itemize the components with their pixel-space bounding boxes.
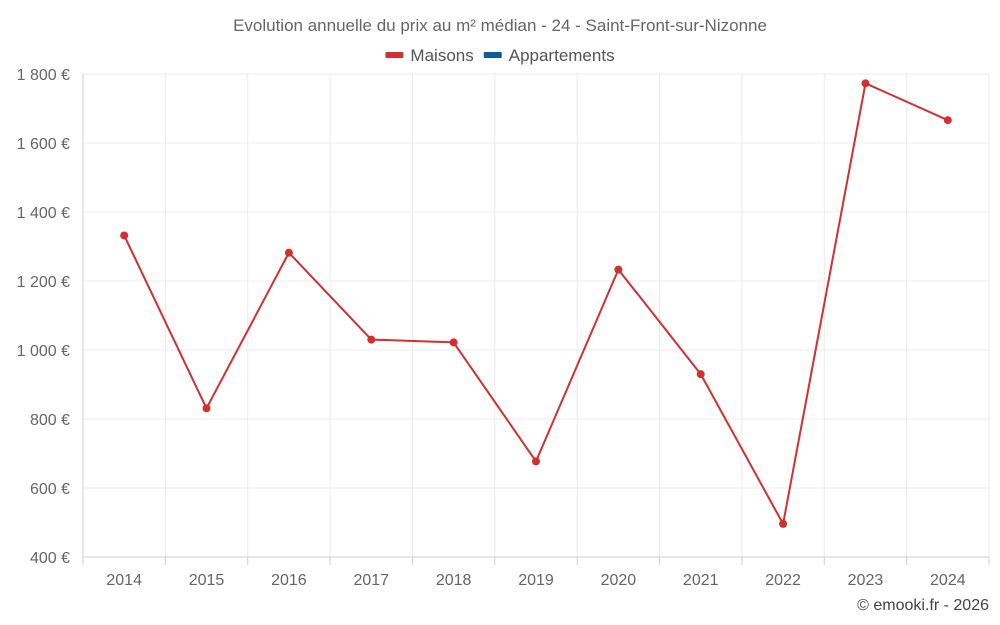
data-point[interactable] bbox=[202, 404, 211, 413]
legend-swatch bbox=[483, 52, 502, 58]
data-point[interactable] bbox=[367, 335, 376, 344]
data-point[interactable] bbox=[943, 116, 952, 125]
y-tick-label: 400 € bbox=[30, 550, 70, 567]
chart-title: Evolution annuelle du prix au m² médian … bbox=[233, 16, 767, 35]
x-tick-label: 2021 bbox=[683, 572, 719, 589]
x-tick-label: 2019 bbox=[518, 572, 554, 589]
data-point[interactable] bbox=[861, 79, 870, 88]
y-tick-label: 1 000 € bbox=[17, 343, 70, 360]
y-tick-label: 1 800 € bbox=[17, 67, 70, 84]
x-tick-label: 2015 bbox=[189, 572, 225, 589]
chart-series bbox=[120, 79, 952, 528]
data-point[interactable] bbox=[614, 265, 623, 274]
x-tick-label: 2020 bbox=[601, 572, 637, 589]
x-tick-label: 2024 bbox=[930, 572, 966, 589]
legend-item[interactable]: Maisons bbox=[385, 46, 474, 65]
y-tick-label: 1 400 € bbox=[17, 205, 70, 222]
data-point[interactable] bbox=[696, 370, 705, 379]
x-tick-label: 2014 bbox=[106, 572, 142, 589]
y-tick-label: 800 € bbox=[30, 412, 70, 429]
legend-item[interactable]: Appartements bbox=[483, 46, 615, 65]
x-tick-label: 2023 bbox=[848, 572, 884, 589]
chart-legend: Maisons Appartements bbox=[385, 46, 615, 65]
credit-text: © emooki.fr - 2026 bbox=[857, 597, 989, 614]
x-tick-label: 2022 bbox=[765, 572, 801, 589]
chart-grid bbox=[83, 73, 990, 557]
data-point[interactable] bbox=[532, 457, 540, 466]
data-point[interactable] bbox=[779, 519, 788, 528]
x-tick-label: 2016 bbox=[271, 572, 307, 589]
legend-label: Appartements bbox=[509, 46, 615, 65]
x-tick-label: 2017 bbox=[353, 572, 389, 589]
y-tick-label: 1 600 € bbox=[17, 136, 70, 153]
legend-swatch bbox=[385, 52, 404, 58]
y-tick-label: 600 € bbox=[30, 481, 70, 498]
legend-label: Maisons bbox=[410, 46, 473, 65]
data-point[interactable] bbox=[284, 248, 293, 257]
chart-axes: 400 € 600 € 800 € 1 000 € 1 200 € 1 400 € 1 60… bbox=[17, 67, 990, 589]
data-point[interactable] bbox=[120, 231, 129, 240]
x-tick-label: 2018 bbox=[436, 572, 472, 589]
y-tick-label: 1 200 € bbox=[17, 274, 70, 291]
data-point[interactable] bbox=[449, 338, 458, 347]
